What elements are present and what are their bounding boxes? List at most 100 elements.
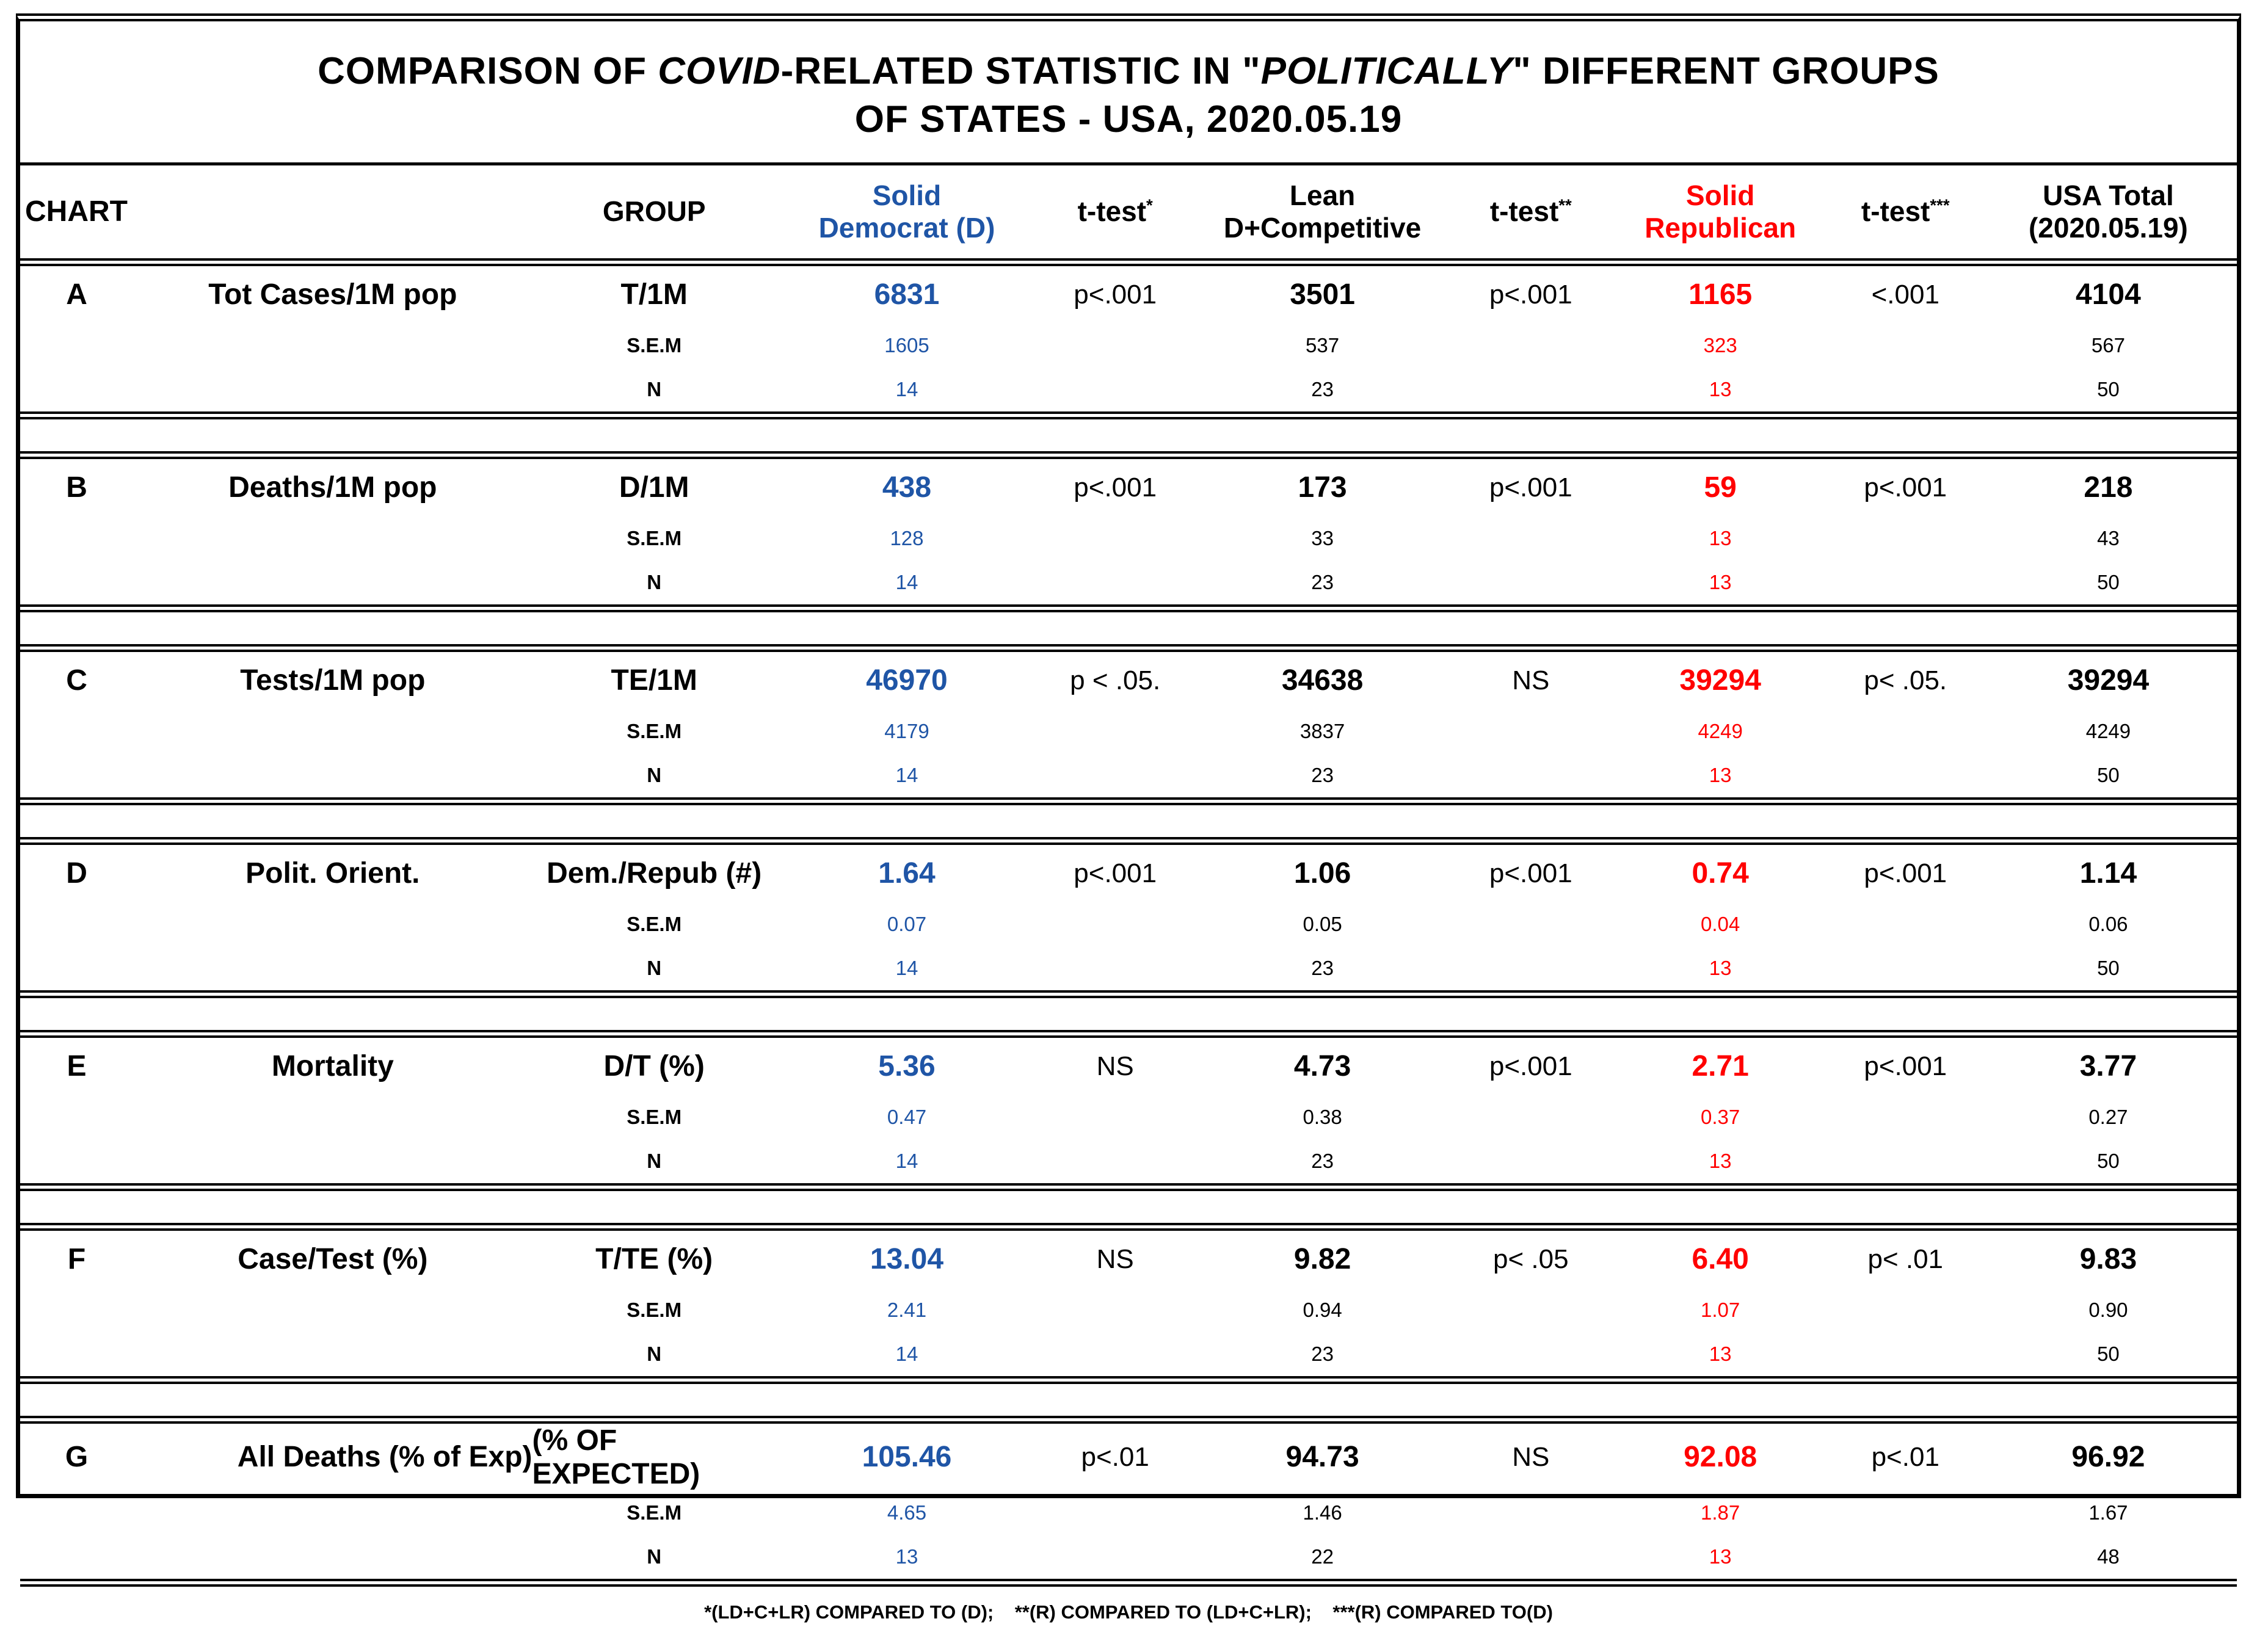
c-ttest3: p< .05. [1831,643,1980,709]
g-usa-value: 96.92 [1979,1415,2237,1491]
block-spacer [20,1380,2237,1419]
row-a-n: N 14 23 13 50 [20,367,2237,419]
empty-cell [1452,1288,1610,1332]
empty-cell [133,1139,532,1191]
empty-cell [1452,753,1610,805]
e-n-label: N [532,1139,776,1191]
a-usa-value: 4104 [1979,258,2237,324]
empty-cell [1452,324,1610,368]
b-sem-label: S.E.M [627,526,682,549]
c-n-dem: 14 [776,753,1038,805]
a-sem-usa: 567 [2091,333,2125,357]
c-sem-rep: 4249 [1698,719,1743,742]
title-politically-italic: POLITICALLY [1260,50,1513,92]
a-sem-label: S.E.M [627,333,682,357]
f-sem-usa: 0.90 [2088,1298,2128,1321]
b-ttest2: p<.001 [1452,451,1610,516]
empty-cell [1831,1491,1980,1535]
e-n-dem: 14 [776,1139,1038,1191]
ttest-label: t-test [1489,195,1559,228]
block-spacer [20,415,2237,455]
row-b-main: B Deaths/1M pop D/1M 438 p<.001 173 p<.0… [20,451,2237,516]
f-ttest3: p< .01 [1831,1222,1980,1288]
a-n-lean: 23 [1193,367,1452,419]
d-ttest3: p<.001 [1831,836,1980,902]
g-n-dem: 13 [776,1534,1038,1587]
b-usa-value: 218 [1979,451,2237,516]
c-ttest2: NS [1452,643,1610,709]
a-label: Tot Cases/1M pop [133,258,532,324]
ttest-asterisk: * [1146,195,1153,215]
g-ttest2: NS [1452,1415,1610,1491]
e-usa-value: 3.77 [1979,1029,2237,1095]
spacer-cell [20,1187,2237,1227]
g-sem-lean: 1.46 [1303,1501,1342,1524]
d-sem-label: S.E.M [627,912,682,935]
d-lean-value: 1.06 [1193,836,1452,902]
e-dem-value: 5.36 [776,1029,1038,1095]
c-rep-value: 39294 [1609,643,1831,709]
empty-cell [1038,516,1193,560]
empty-cell [1831,946,1980,998]
header-chart: CHART [20,162,134,266]
block-spacer [20,608,2237,648]
f-label: Case/Test (%) [133,1222,532,1288]
empty-cell [1038,1534,1193,1587]
f-group: T/TE (%) [532,1222,776,1288]
page-title: COMPARISON OF COVID-RELATED STATISTIC IN… [20,21,2237,162]
e-chart-id: E [20,1029,134,1095]
empty-cell [1452,560,1610,612]
empty-cell [1831,516,1980,560]
c-ttest1: p < .05. [1038,643,1193,709]
title-part: " DIFFERENT GROUPS [1513,50,1939,92]
a-dem-value: 6831 [776,258,1038,324]
c-usa-value: 39294 [1979,643,2237,709]
ttest-asterisk: *** [1930,195,1950,215]
spacer-cell [20,608,2237,648]
d-n-label: N [532,946,776,998]
b-dem-value: 438 [776,451,1038,516]
header-line: (2020.05.19) [2028,211,2188,244]
a-chart-id: A [20,258,134,324]
row-c-main: C Tests/1M pop TE/1M 46970 p < .05. 3463… [20,643,2237,709]
empty-cell [1831,1332,1980,1384]
g-ttest1: p<.01 [1038,1415,1193,1491]
a-n-rep: 13 [1609,367,1831,419]
empty-cell [1831,1288,1980,1332]
g-ttest3: p<.01 [1831,1415,1980,1491]
row-g-sem: S.E.M 4.65 1.46 1.87 1.67 [20,1491,2237,1535]
b-group: D/1M [532,451,776,516]
g-n-rep: 13 [1609,1534,1831,1587]
empty-cell [1038,560,1193,612]
empty-cell [133,560,532,612]
a-sem-lean: 537 [1306,333,1340,357]
empty-cell [20,367,134,419]
b-chart-id: B [20,451,134,516]
c-dem-value: 46970 [776,643,1038,709]
empty-cell [133,324,532,368]
empty-cell [133,709,532,753]
row-d-sem: S.E.M 0.07 0.05 0.04 0.06 [20,902,2237,946]
b-rep-value: 59 [1609,451,1831,516]
header-line: Democrat (D) [818,211,995,244]
f-sem-lean: 0.94 [1303,1298,1342,1321]
empty-cell [133,753,532,805]
b-ttest3: p<.001 [1831,451,1980,516]
e-sem-label: S.E.M [627,1105,682,1128]
a-group: T/1M [532,258,776,324]
a-n-usa: 50 [1979,367,2237,419]
f-sem-dem: 2.41 [887,1298,927,1321]
e-group: D/T (%) [532,1029,776,1095]
empty-cell [1831,902,1980,946]
e-sem-dem: 0.47 [887,1105,927,1128]
g-lean-value: 94.73 [1193,1415,1452,1491]
c-n-usa: 50 [1979,753,2237,805]
empty-cell [1831,753,1980,805]
row-e-main: E Mortality D/T (%) 5.36 NS 4.73 p<.001 … [20,1029,2237,1095]
footnote-text: *(LD+C+LR) COMPARED TO (D); **(R) COMPAR… [704,1601,1553,1623]
e-sem-rep: 0.37 [1701,1105,1740,1128]
g-chart-id: G [20,1415,134,1491]
f-ttest2: p< .05 [1452,1222,1610,1288]
f-n-rep: 13 [1609,1332,1831,1384]
f-sem-label: S.E.M [627,1298,682,1321]
